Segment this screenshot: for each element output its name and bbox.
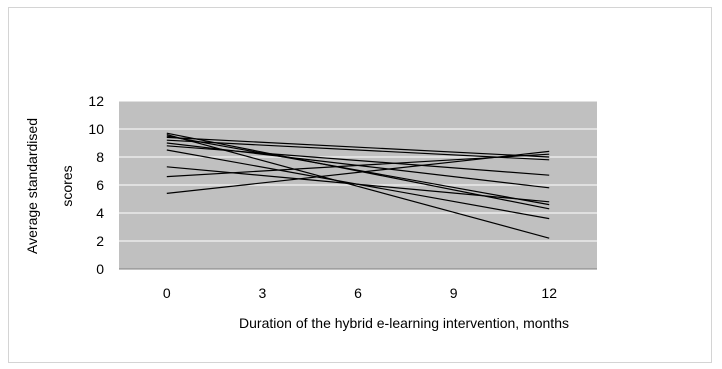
series-line-5 <box>166 139 550 161</box>
x-tick-label: 12 <box>541 285 557 301</box>
y-axis-title-line-2: scores <box>59 165 75 206</box>
y-tick-label: 2 <box>96 233 104 249</box>
y-tick-label: 4 <box>96 205 104 221</box>
x-tick-label: 0 <box>163 285 171 301</box>
x-axis-title: Duration of the hybrid e-learning interv… <box>239 315 569 331</box>
x-tick-label: 9 <box>450 285 458 301</box>
series-line-7 <box>166 145 550 176</box>
y-axis-ticks: 0 2 4 6 8 10 12 <box>88 93 104 277</box>
series-line-4 <box>166 136 550 158</box>
y-tick-label: 10 <box>88 121 104 137</box>
series-line-2 <box>166 134 550 239</box>
y-tick-label: 12 <box>88 93 104 109</box>
series-line-3 <box>166 135 550 206</box>
y-tick-label: 6 <box>96 177 104 193</box>
y-tick-label: 8 <box>96 149 104 165</box>
series-lines <box>166 132 550 239</box>
y-axis-title-line-1: Average standardised <box>24 118 40 254</box>
gridlines <box>119 100 597 242</box>
x-tick-label: 3 <box>259 285 267 301</box>
x-axis-ticks: 0 3 6 9 12 <box>163 285 557 301</box>
y-tick-label: 0 <box>96 261 104 277</box>
x-tick-label: 6 <box>354 285 362 301</box>
series-line-11 <box>166 150 550 194</box>
